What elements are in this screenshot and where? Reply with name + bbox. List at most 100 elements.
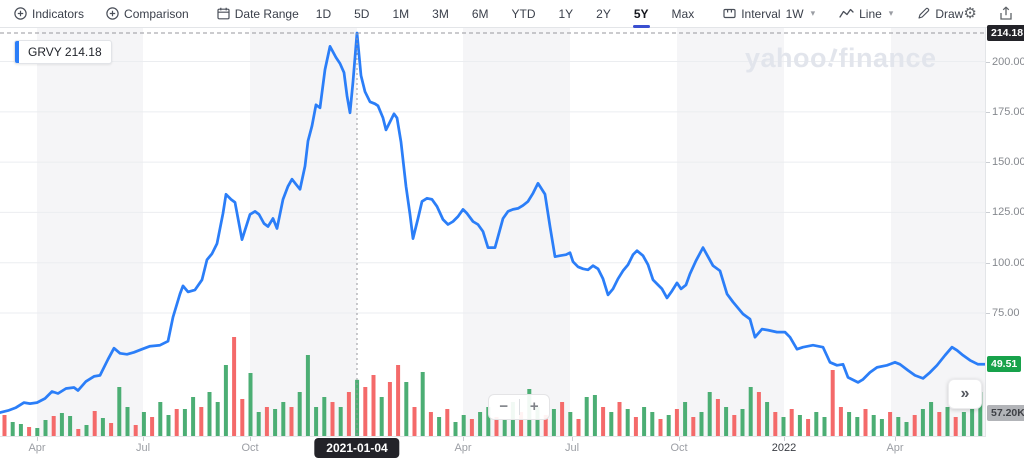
chevron-down-icon: ▾ [810, 8, 816, 18]
volume-bar [346, 392, 351, 437]
volume-bar [724, 407, 729, 437]
volume-bar [379, 397, 384, 437]
range-button-1d[interactable]: 1D [315, 6, 332, 21]
share-export-icon[interactable] [999, 6, 1013, 21]
volume-bar [396, 365, 401, 437]
volume-bar [35, 428, 40, 437]
volume-bar [478, 412, 483, 437]
x-axis-label: 2022 [771, 442, 797, 454]
range-button-3m[interactable]: 3M [432, 6, 449, 21]
comparison-label: Comparison [124, 6, 189, 21]
volume-bar [51, 416, 56, 437]
volume-bar [445, 409, 450, 437]
volume-bar [486, 407, 491, 437]
indicators-button[interactable]: Indicators [14, 7, 84, 21]
volume-bar [174, 409, 179, 437]
volume-bar [699, 412, 704, 437]
volume-bar [642, 407, 647, 437]
range-button-1m[interactable]: 1M [392, 6, 410, 21]
volume-bar [789, 409, 794, 437]
volume-bar [338, 407, 343, 437]
collapse-panel-button[interactable]: » [948, 379, 982, 409]
volume-bar [371, 375, 376, 437]
y-axis-label: 125.00 [992, 206, 1024, 219]
volume-bar [691, 417, 696, 437]
comparison-button[interactable]: Comparison [106, 7, 189, 21]
volume-bar [494, 417, 499, 437]
volume-bar [584, 397, 589, 437]
range-button-5y[interactable]: 5Y [632, 1, 650, 28]
price-chart[interactable] [0, 28, 985, 437]
range-button-max[interactable]: Max [671, 6, 695, 21]
volume-bar [215, 402, 220, 437]
range-button-ytd[interactable]: YTD [511, 6, 536, 21]
last-price-badge: 49.51 [987, 356, 1022, 373]
quarter-band [677, 28, 784, 437]
chart-type-dropdown[interactable]: Line ▾ [839, 7, 893, 21]
volume-bar [84, 425, 89, 437]
draw-button[interactable]: Draw [917, 7, 963, 21]
volume-bar [322, 397, 327, 437]
settings-gear-icon[interactable]: ⚙ [963, 5, 977, 22]
volume-bar [256, 412, 261, 437]
volume-bar [953, 417, 958, 437]
x-axis-label: Jul [564, 442, 580, 454]
date-range-button[interactable]: Date Range [217, 7, 299, 21]
price-line [0, 31, 985, 414]
crosshair-volume-badge: 57.20K [987, 405, 1024, 421]
legend-ticker-price: GRVY 214.18 [28, 45, 102, 59]
volume-bar [568, 412, 573, 437]
volume-bar [830, 370, 835, 437]
chart-toolbar: Indicators Comparison Date Range 1D 5D 1M 3… [0, 0, 1024, 28]
volume-bar [970, 402, 975, 437]
y-axis-label: 75.00 [992, 307, 1020, 320]
interval-icon [723, 8, 736, 19]
y-axis-label: 100.00 [992, 256, 1024, 269]
volume-bar [666, 415, 671, 437]
volume-bar [674, 409, 679, 437]
volume-bar [412, 407, 417, 437]
x-axis-label: Apr [454, 442, 472, 454]
volume-bar [92, 411, 97, 437]
y-axis-label: 200.00 [992, 55, 1024, 68]
price-axis[interactable]: 214.18 49.51 57.20K 200.00 175.00 150.00 12… [985, 25, 1024, 437]
y-axis-tick [986, 111, 990, 113]
x-axis-label: Jul [135, 442, 151, 454]
volume-bar [920, 409, 925, 437]
quarter-band [463, 28, 570, 437]
volume-bar [453, 422, 458, 437]
zoom-out-button[interactable]: − [499, 398, 509, 415]
range-button-5d[interactable]: 5D [354, 6, 370, 21]
range-button-2y[interactable]: 2Y [596, 6, 611, 21]
zoom-controls: − + [488, 394, 550, 420]
volume-bar [863, 409, 868, 437]
quarter-band [891, 28, 985, 437]
volume-bar [633, 417, 638, 437]
zoom-in-button[interactable]: + [529, 398, 539, 415]
time-axis[interactable]: 2021-01-04 Apr Jul Oct Apr Jul Oct 2022 Apr [0, 437, 985, 460]
volume-bar [781, 417, 786, 437]
x-axis-tick [463, 437, 464, 441]
range-button-6m[interactable]: 6M [471, 6, 489, 21]
volume-bar [281, 402, 286, 437]
volume-bar [207, 392, 212, 437]
volume-bar [314, 407, 319, 437]
range-button-1y[interactable]: 1Y [558, 6, 574, 21]
volume-bar [363, 387, 368, 437]
volume-bar [576, 419, 581, 437]
x-axis-tick [143, 437, 144, 441]
volume-bar [904, 422, 909, 437]
pencil-icon [918, 7, 930, 19]
volume-bar [707, 392, 712, 437]
volume-bar [43, 420, 48, 437]
draw-label: Draw [935, 6, 964, 21]
interval-dropdown[interactable]: Interval 1W ▾ [723, 7, 815, 21]
volume-bar [289, 407, 294, 437]
quarter-band [37, 28, 143, 437]
ticker-legend-chip[interactable]: GRVY 214.18 [14, 40, 112, 64]
volume-bar [912, 415, 917, 437]
x-axis-tick [572, 437, 573, 441]
volume-bar [592, 395, 597, 437]
volume-bar [609, 412, 614, 437]
volume-bar [420, 372, 425, 437]
